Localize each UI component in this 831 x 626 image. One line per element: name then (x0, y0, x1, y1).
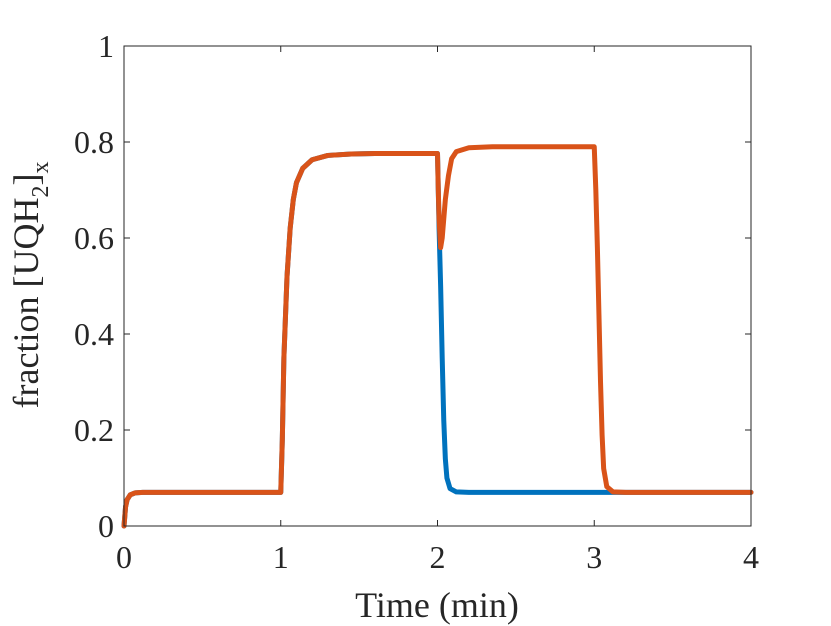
y-tick-label: 0.8 (74, 124, 114, 160)
series-line-2 (121, 144, 754, 529)
plot-frame (123, 45, 752, 527)
x-tick-label: 0 (116, 539, 132, 575)
x-tick-label: 3 (586, 539, 602, 575)
x-tick-label: 1 (273, 539, 289, 575)
y-axis-label-mid: ] (6, 174, 46, 186)
ticks-layer (123, 45, 752, 527)
series-layer (121, 144, 754, 529)
x-tick-label: 4 (743, 539, 759, 575)
x-axis-label: Time (min) (355, 585, 519, 625)
y-axis-label-prefix: fraction [UQH (6, 198, 46, 409)
y-tick-label: 1 (98, 28, 114, 64)
y-axis-label-sub2: x (28, 162, 54, 174)
y-axis-label: fraction [UQH2]x (6, 162, 54, 409)
y-tick-label: 0.4 (74, 316, 114, 352)
tick-labels: 0 1 2 3 4 0 0.2 0.4 0.6 0.8 1 (74, 28, 759, 575)
x-tick-label: 2 (430, 539, 446, 575)
y-axis-label-sub1: 2 (28, 186, 54, 198)
y-tick-label: 0.2 (74, 412, 114, 448)
y-tick-label: 0.6 (74, 220, 114, 256)
y-tick-label: 0 (98, 508, 114, 544)
